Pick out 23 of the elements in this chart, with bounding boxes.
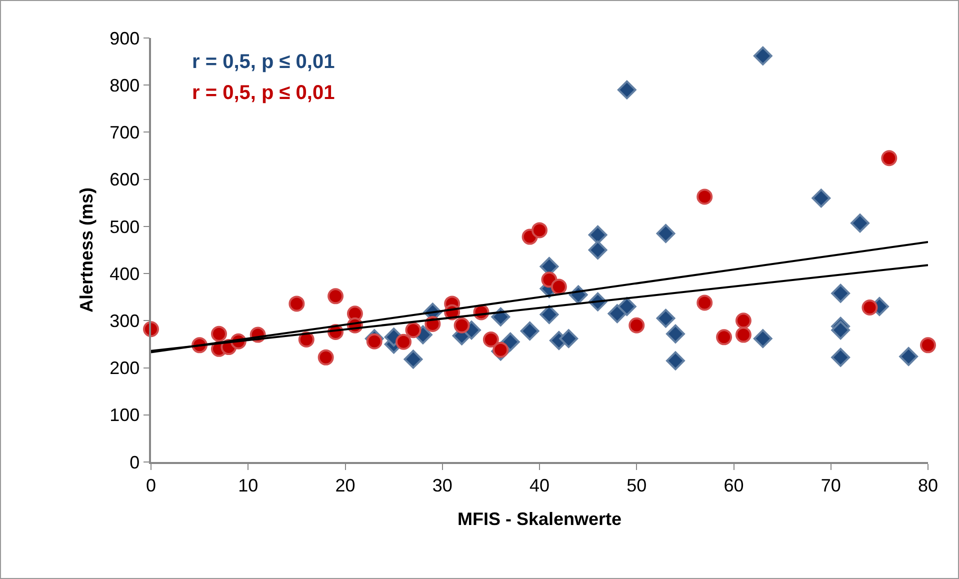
y-tick-label: 300 (110, 310, 140, 331)
annotation: r = 0,5, p ≤ 0,01 (192, 82, 335, 104)
y-tick-label: 800 (110, 75, 140, 96)
x-tick-label: 20 (335, 475, 356, 496)
x-tick-label: 60 (724, 475, 744, 496)
y-tick-label: 400 (110, 264, 140, 284)
y-tick-label: 700 (110, 122, 140, 143)
x-axis-title: MFIS - Skalenwerte (457, 508, 622, 529)
x-tick-label: 70 (820, 475, 841, 496)
annotation: r = 0,5, p ≤ 0,01 (192, 51, 335, 73)
y-axis-title: Alertness (ms) (76, 187, 96, 313)
x-tick-label: 50 (626, 475, 647, 496)
y-tick-label: 900 (110, 28, 140, 48)
y-tick-label: 600 (110, 170, 140, 190)
y-tick-label: 0 (130, 452, 140, 472)
x-tick-label: 0 (146, 475, 156, 496)
x-tick-label: 10 (238, 475, 258, 496)
x-tick-label: 30 (432, 475, 452, 496)
y-tick-label: 100 (110, 405, 140, 426)
y-tick-label: 500 (110, 216, 140, 237)
x-tick-label: 40 (529, 475, 550, 496)
y-tick-label: 200 (110, 358, 140, 378)
x-tick-label: 80 (918, 475, 938, 496)
